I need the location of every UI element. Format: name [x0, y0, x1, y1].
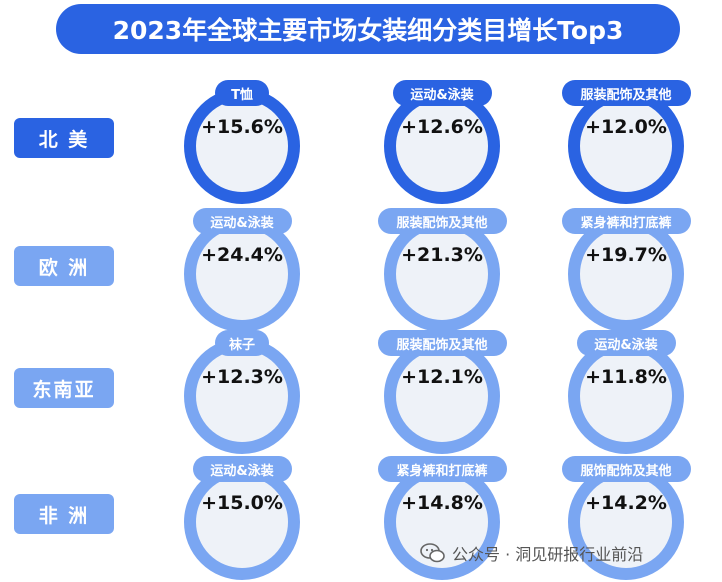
- region-label: 北 美: [14, 118, 114, 158]
- growth-value: +14.8%: [401, 492, 483, 514]
- region-label: 欧 洲: [14, 246, 114, 286]
- growth-badge: +24.4% 运动&泳装: [170, 208, 300, 332]
- category-tag: 运动&泳装: [576, 330, 676, 356]
- growth-value: +12.3%: [201, 366, 283, 388]
- category-tag: 运动&泳装: [392, 80, 492, 106]
- growth-value: +15.0%: [201, 492, 283, 514]
- growth-value: +21.3%: [401, 244, 483, 266]
- growth-badge: +14.2% 服饰配饰及其他: [554, 456, 691, 580]
- region-label: 非 洲: [14, 494, 114, 534]
- growth-badge: +15.0% 运动&泳装: [170, 456, 300, 580]
- growth-value: +12.6%: [401, 116, 483, 138]
- category-tag: 紧身裤和打底裤: [377, 456, 507, 482]
- category-tag: 服装配饰及其他: [377, 208, 507, 234]
- category-tag: 袜子: [215, 330, 269, 356]
- chart-title: 2023年全球主要市场女装细分类目增长Top3: [56, 4, 680, 54]
- growth-value: +11.8%: [585, 366, 667, 388]
- region-label: 东南亚: [14, 368, 114, 408]
- growth-value: +12.1%: [401, 366, 483, 388]
- watermark: 公众号 · 洞见研报行业前沿: [420, 542, 643, 564]
- growth-badge: +11.8% 运动&泳装: [554, 330, 684, 454]
- watermark-text: 公众号 · 洞见研报行业前沿: [452, 545, 644, 564]
- growth-value: +14.2%: [585, 492, 667, 514]
- growth-value: +19.7%: [585, 244, 667, 266]
- category-tag: 服装配饰及其他: [561, 80, 691, 106]
- growth-value: +12.0%: [585, 116, 667, 138]
- growth-badge: +19.7% 紧身裤和打底裤: [554, 208, 691, 332]
- ring-mark: [568, 338, 684, 454]
- category-tag: 运动&泳装: [192, 208, 292, 234]
- category-tag: 紧身裤和打底裤: [561, 208, 691, 234]
- growth-value: +15.6%: [201, 116, 283, 138]
- growth-badge: +12.3% 袜子: [170, 330, 300, 454]
- growth-badge: +12.1% 服装配饰及其他: [370, 330, 507, 454]
- ring-mark: [184, 464, 300, 580]
- category-tag: 服饰配饰及其他: [561, 456, 691, 482]
- wechat-icon: [420, 543, 445, 563]
- ring-mark: [568, 464, 684, 580]
- category-tag: 服装配饰及其他: [377, 330, 507, 356]
- growth-badge: +12.6% 运动&泳装: [370, 80, 500, 204]
- growth-badge: +21.3% 服装配饰及其他: [370, 208, 507, 332]
- growth-value: +24.4%: [201, 244, 283, 266]
- growth-badge: +12.0% 服装配饰及其他: [554, 80, 691, 204]
- category-tag: T恤: [215, 80, 269, 106]
- category-tag: 运动&泳装: [192, 456, 292, 482]
- growth-badge: +15.6% T恤: [170, 80, 300, 204]
